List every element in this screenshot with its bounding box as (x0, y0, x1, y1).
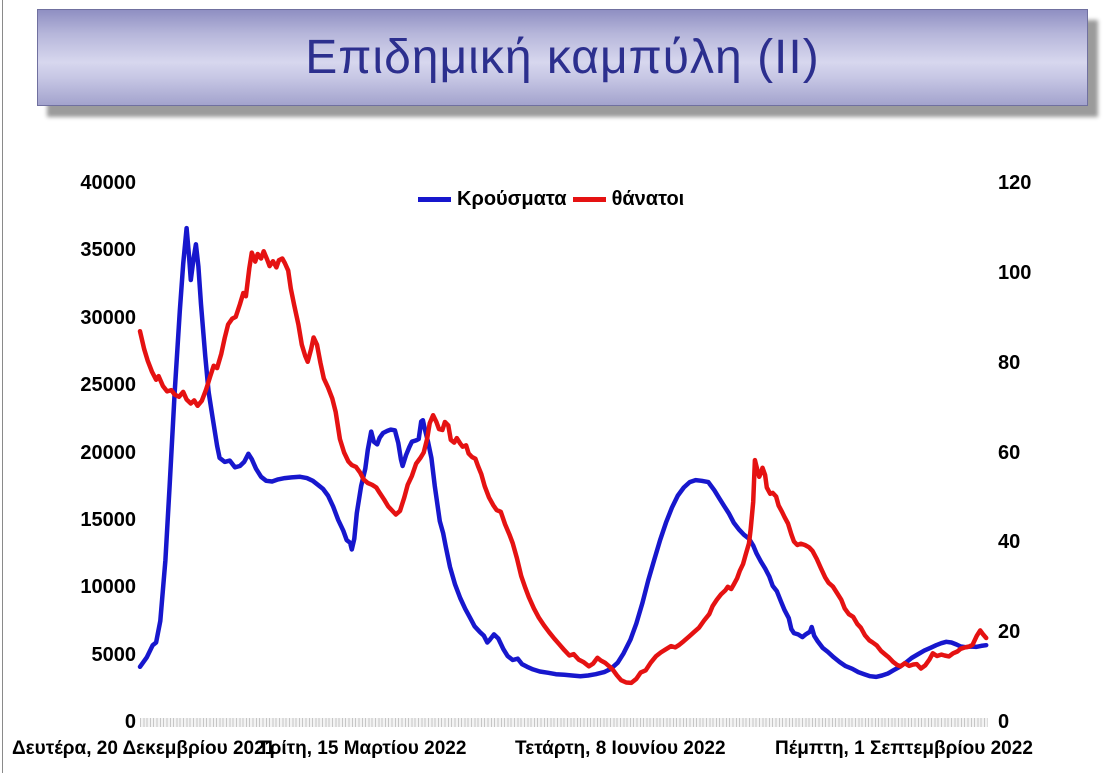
y-axis-left-tick: 20000 (80, 441, 136, 464)
y-axis-right-tick: 60 (998, 441, 1021, 464)
y-axis-left-tick: 0 (124, 711, 136, 733)
series-line-cases (137, 225, 989, 680)
x-axis-label-dec-2021: Δευτέρα, 20 Δεκεμβρίου 2021 (12, 738, 276, 759)
legend-line-swatch-cases (418, 197, 451, 202)
y-axis-left-tick: 35000 (80, 239, 136, 262)
legend-line-swatch-deaths (572, 197, 606, 202)
legend-label-cases: Κρούσματα (457, 188, 567, 210)
y-axis-right-tick: 120 (998, 172, 1032, 194)
x-axis-tick-band (140, 718, 988, 727)
y-axis-left-tick: 5000 (91, 643, 137, 666)
y-axis-right-tick: 0 (998, 711, 1010, 733)
x-axis-label-jun-2022: Τετάρτη, 8 Ιουνίου 2022 (515, 738, 726, 759)
page-title: Επιδημική καμπύλη (II) (305, 31, 820, 84)
y-axis-left-tick: 40000 (80, 172, 136, 194)
chart-legend: Κρούσματα θάνατοι (418, 188, 684, 211)
y-axis-left-tick: 15000 (80, 508, 136, 531)
y-axis-right-tick: 100 (998, 261, 1032, 284)
x-axis-label-mar-2022: Τρίτη, 15 Μαρτίου 2022 (258, 738, 467, 759)
y-axis-left-tick: 10000 (80, 576, 136, 599)
x-axis-label-sep-2022: Πέμπτη, 1 Σεπτεμβρίου 2022 (775, 738, 1033, 759)
y-axis-right-tick: 20 (998, 621, 1021, 644)
legend-label-deaths: θάνατοι (611, 188, 685, 210)
legend-item-deaths: θάνατοι (572, 188, 685, 211)
y-axis-left-tick: 30000 (80, 306, 136, 329)
legend-item-cases: Κρούσματα (418, 188, 567, 211)
y-axis-right-tick: 80 (998, 351, 1021, 374)
y-axis-right-tick: 40 (998, 531, 1021, 554)
slide-left-border (2, 0, 3, 773)
series-line-deaths (137, 249, 989, 686)
y-axis-left-tick: 25000 (80, 374, 136, 397)
title-banner: Επιδημική καμπύλη (II) (37, 9, 1088, 106)
